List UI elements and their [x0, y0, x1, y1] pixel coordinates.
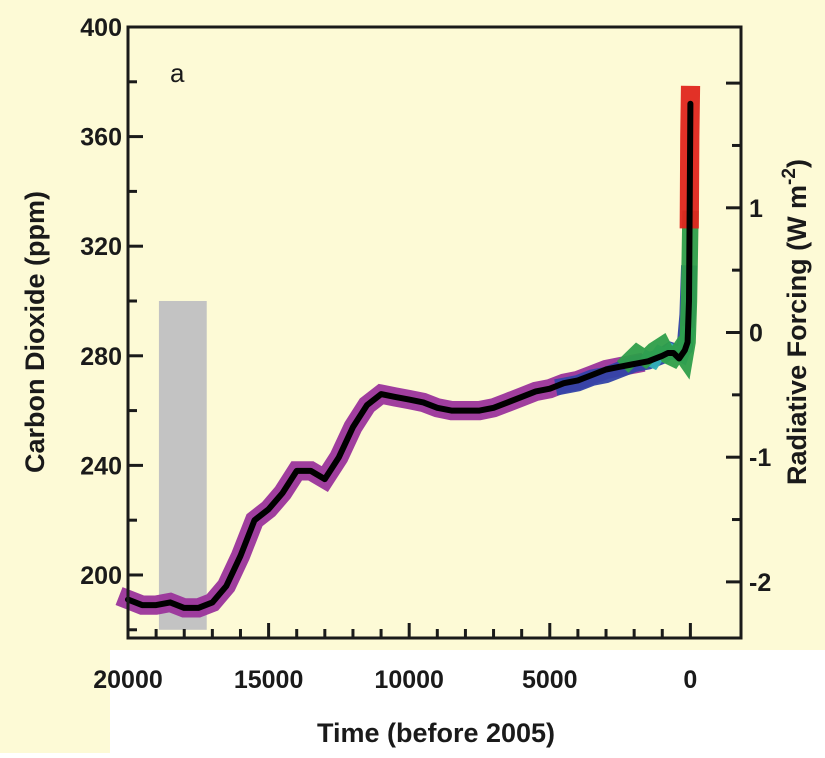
x-tick-label: 20000 [93, 666, 163, 694]
y2-title-end: ) [782, 159, 812, 168]
y-tick-label: 280 [80, 343, 122, 371]
y2-tick-label: 1 [749, 195, 763, 223]
y-tick-label: 200 [80, 562, 122, 590]
y2-tick-label: -2 [749, 569, 771, 597]
x-tick-label: 0 [683, 666, 697, 694]
y2-tick-label: -1 [749, 444, 771, 472]
x-tick-label: 5000 [522, 666, 578, 694]
y2-title-base: Radiative Forcing (W m [782, 185, 812, 485]
x-axis-title: Time (before 2005) [317, 718, 555, 748]
y-tick-label: 320 [80, 233, 122, 261]
y2-title-sup: -2 [779, 168, 800, 185]
axes-layer: 200 240 280 320 360 400 -2 -1 0 1 20000 15000 10000 5… [80, 14, 771, 694]
x-tick-label: 15000 [234, 666, 304, 694]
y-axis-title: Carbon Dioxide (ppm) [20, 191, 50, 473]
y-tick-label: 400 [80, 14, 122, 42]
y2-axis-title: Radiative Forcing (W m-2) [779, 159, 812, 485]
x-tick-label: 10000 [374, 666, 444, 694]
plot-layer [115, 85, 701, 630]
shaded-range [158, 300, 207, 630]
y-tick-label: 360 [80, 124, 122, 152]
panel-letter: a [170, 58, 185, 88]
series-line-5 [125, 100, 694, 611]
y2-tick-label: 0 [749, 320, 763, 348]
lower-white-area [110, 650, 825, 753]
y-tick-label: 240 [80, 452, 122, 480]
